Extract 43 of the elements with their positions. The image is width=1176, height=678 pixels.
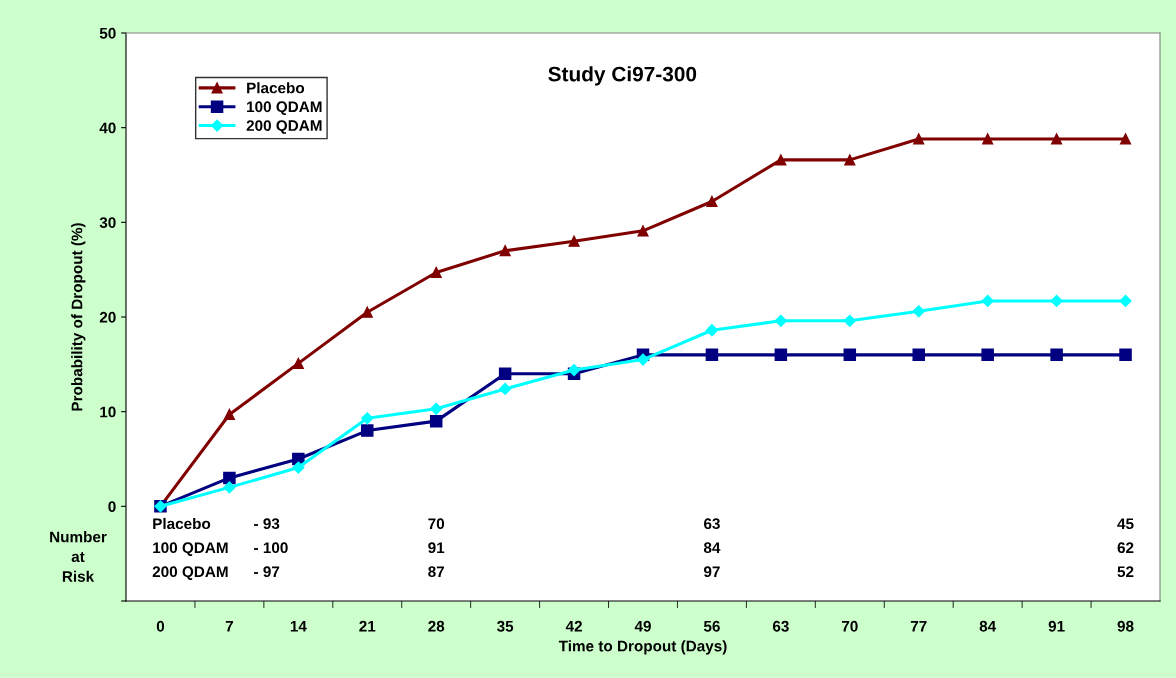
y-tick-label: 30 (99, 217, 116, 229)
y-axis-title: Probability of Dropout (%) (71, 223, 86, 411)
x-tick-label: 63 (772, 620, 789, 632)
text: Number at Risk (50, 531, 107, 582)
annotation: - 93 (254, 518, 280, 530)
annotation: 97 (703, 566, 720, 578)
y-tick-label: 50 (99, 27, 116, 39)
x-tick-label: 7 (225, 621, 233, 632)
y-tick-label: 0 (108, 501, 116, 513)
annotation: 62 (1117, 542, 1134, 554)
annotation: 84 (703, 542, 721, 554)
annotation: 70 (428, 518, 445, 530)
x-axis-title: Time to Dropout (Days) (558, 640, 727, 655)
legend-label: Placebo (247, 82, 305, 94)
x-tick-label: 56 (703, 620, 720, 632)
annotation: - 100 (254, 542, 288, 554)
x-tick-label: 0 (156, 620, 165, 632)
x-tick-label: 77 (910, 621, 927, 632)
y-tick-label: 40 (99, 122, 116, 134)
annotation: 63 (704, 518, 720, 530)
x-tick-label: 98 (1117, 620, 1134, 632)
annotation: - 97 (254, 566, 280, 578)
x-tick-label: 35 (496, 620, 514, 632)
annotation: 91 (428, 542, 445, 554)
x-tick-label: 91 (1048, 620, 1065, 632)
x-tick-label: 84 (979, 620, 997, 632)
y-tick-label: 10 (100, 406, 116, 418)
legend-label: 100 QDAM (247, 101, 322, 116)
annotation: 52 (1117, 566, 1134, 578)
x-tick-label: 49 (634, 620, 651, 632)
annotation: 45 (1117, 518, 1134, 530)
x-tick-label: 42 (565, 620, 582, 632)
legend-label: 200 QDAM (246, 120, 322, 134)
x-tick-label: 70 (841, 620, 858, 632)
x-tick-label: 28 (428, 620, 445, 632)
x-tick-label: 21 (359, 620, 376, 632)
x-tick-label: 14 (290, 621, 307, 632)
annotation: 87 (428, 566, 445, 578)
annotation: Placebo (153, 517, 211, 530)
annotation: 200 QDAM (152, 566, 228, 580)
text: Study Ci97-300 (548, 66, 697, 86)
annotation: 100 QDAM (153, 542, 228, 556)
y-tick-label: 20 (99, 311, 116, 323)
